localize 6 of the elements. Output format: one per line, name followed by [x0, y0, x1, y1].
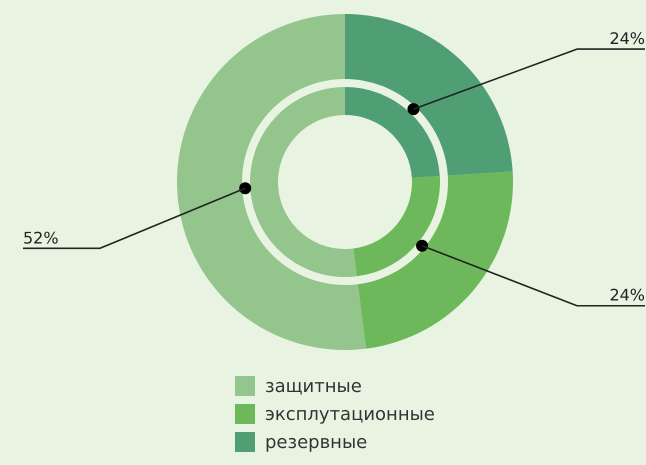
legend-label: защитные	[265, 376, 362, 396]
data-label: 24%	[609, 29, 645, 48]
data-label: 52%	[23, 228, 59, 248]
legend-label: эксплутационные	[265, 404, 435, 424]
legend-label: резервные	[265, 432, 368, 452]
data-label: 24%	[609, 286, 645, 305]
